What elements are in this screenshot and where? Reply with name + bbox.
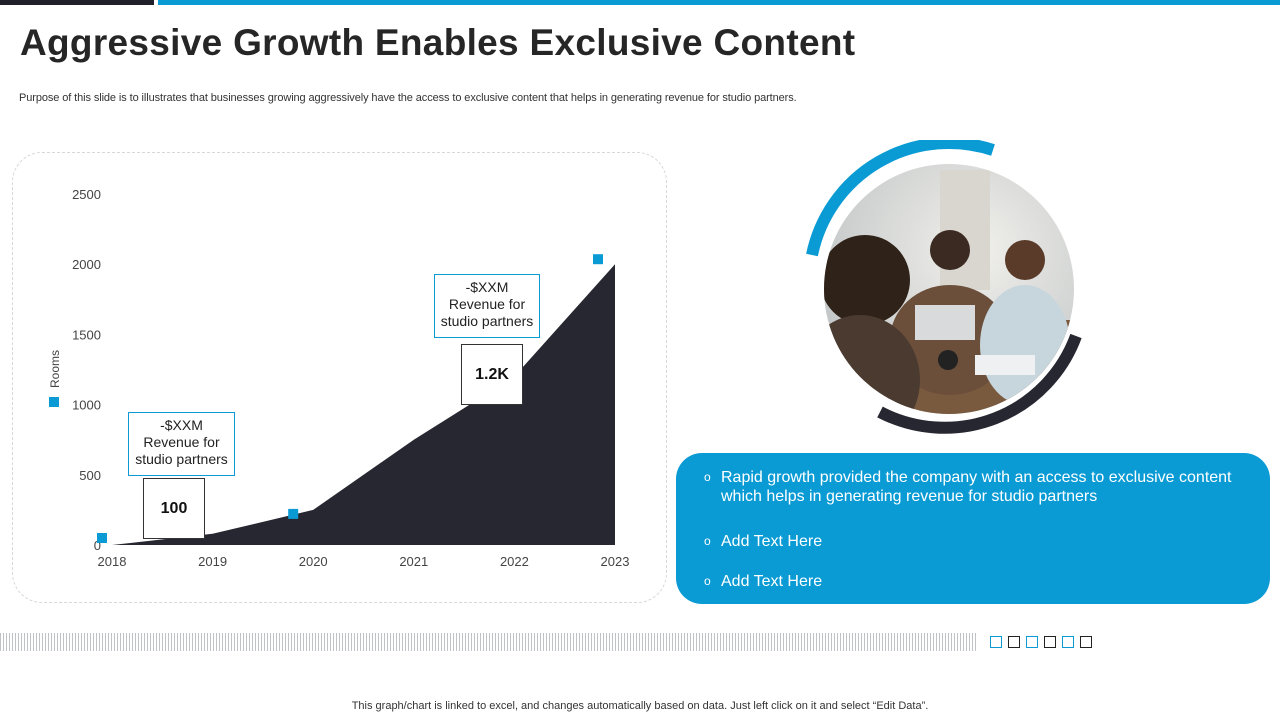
page-subtitle: Purpose of this slide is to illustrates … xyxy=(19,92,797,104)
pager-square xyxy=(1062,636,1074,648)
x-tick-label: 2018 xyxy=(98,554,127,569)
y-tick-label: 0 xyxy=(94,538,101,553)
info-item-text: Add Text Here xyxy=(721,533,823,550)
y-tick-label: 1500 xyxy=(72,327,101,342)
y-tick-label: 1000 xyxy=(72,398,101,413)
annotation-callout-1: -$XXM Revenue for studio partners xyxy=(128,412,235,476)
pager-square xyxy=(1044,636,1056,648)
annotation-text-1: -$XXM Revenue for studio partners xyxy=(135,417,228,467)
bullet-icon: o xyxy=(704,534,711,548)
data-point-marker xyxy=(97,533,107,543)
legend-marker xyxy=(49,397,59,407)
decorative-stripe-bar xyxy=(0,633,976,651)
annotation-text-2: -$XXM Revenue for studio partners xyxy=(440,279,534,329)
value-label-2: 1.2K xyxy=(475,365,509,383)
info-box: o Rapid growth provided the company with… xyxy=(676,453,1270,604)
team-meeting-photo-icon xyxy=(806,137,1082,434)
value-label-box-2: 1.2K xyxy=(461,344,523,405)
top-accent-bar-blue xyxy=(158,0,1280,5)
info-item-3: o Add Text Here xyxy=(704,572,822,591)
area-series xyxy=(112,264,615,545)
y-tick-label: 2500 xyxy=(72,187,101,202)
footnote: This graph/chart is linked to excel, and… xyxy=(351,700,929,712)
page-title: Aggressive Growth Enables Exclusive Cont… xyxy=(20,22,856,63)
value-label-box-1: 100 xyxy=(143,478,205,539)
data-point-marker xyxy=(593,254,603,265)
pager-square xyxy=(1008,636,1020,648)
info-item-text: Add Text Here xyxy=(721,573,823,590)
pager-squares xyxy=(990,636,1092,648)
bullet-icon: o xyxy=(704,574,711,588)
data-point-marker xyxy=(288,508,299,519)
info-item-1: o Rapid growth provided the company with… xyxy=(704,468,1244,506)
info-item-2: o Add Text Here xyxy=(704,532,822,551)
area-chart[interactable]: 0 500 1000 1500 2000 2500 2018 2019 2020 2021 2022… xyxy=(13,153,668,604)
info-item-text: Rapid growth provided the company with a… xyxy=(721,469,1232,505)
x-tick-label: 2023 xyxy=(601,554,630,569)
chart-panel[interactable]: 0 500 1000 1500 2000 2500 2018 2019 2020 2021 2022… xyxy=(12,152,667,603)
value-label-1: 100 xyxy=(160,499,188,517)
pager-square xyxy=(990,636,1002,648)
pager-square xyxy=(1080,636,1092,648)
x-tick-label: 2021 xyxy=(399,554,428,569)
annotation-callout-2: -$XXM Revenue for studio partners xyxy=(434,274,540,338)
pager-square xyxy=(1026,636,1038,648)
y-axis-label: Rooms xyxy=(48,350,62,388)
team-photo xyxy=(800,137,1100,440)
y-tick-label: 500 xyxy=(79,468,101,483)
x-tick-label: 2022 xyxy=(500,554,529,569)
bullet-icon: o xyxy=(704,470,711,484)
top-accent-bar-dark xyxy=(0,0,154,5)
y-tick-label: 2000 xyxy=(72,257,101,272)
x-tick-label: 2020 xyxy=(299,554,328,569)
x-tick-label: 2019 xyxy=(198,554,227,569)
